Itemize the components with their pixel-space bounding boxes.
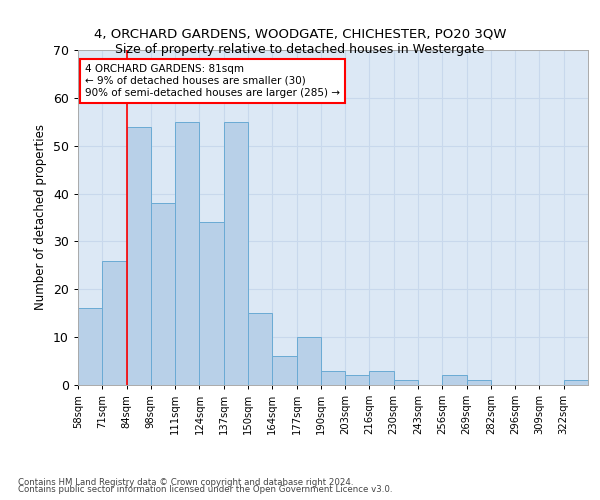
Text: Size of property relative to detached houses in Westergate: Size of property relative to detached ho…	[115, 42, 485, 56]
Bar	[321, 370, 345, 385]
Bar	[272, 356, 296, 385]
Bar	[102, 260, 127, 385]
Text: 4 ORCHARD GARDENS: 81sqm
← 9% of detached houses are smaller (30)
90% of semi-de: 4 ORCHARD GARDENS: 81sqm ← 9% of detache…	[85, 64, 340, 98]
Bar	[467, 380, 491, 385]
Bar	[370, 370, 394, 385]
Text: 4, ORCHARD GARDENS, WOODGATE, CHICHESTER, PO20 3QW: 4, ORCHARD GARDENS, WOODGATE, CHICHESTER…	[94, 28, 506, 40]
Bar	[394, 380, 418, 385]
Bar	[442, 376, 467, 385]
Bar	[78, 308, 102, 385]
Bar	[151, 203, 175, 385]
Y-axis label: Number of detached properties: Number of detached properties	[34, 124, 47, 310]
Text: Contains HM Land Registry data © Crown copyright and database right 2024.: Contains HM Land Registry data © Crown c…	[18, 478, 353, 487]
Bar	[345, 376, 370, 385]
Bar	[127, 126, 151, 385]
Bar	[296, 337, 321, 385]
Text: Contains public sector information licensed under the Open Government Licence v3: Contains public sector information licen…	[18, 486, 392, 494]
Bar	[199, 222, 224, 385]
Bar	[224, 122, 248, 385]
Bar	[175, 122, 199, 385]
Bar	[564, 380, 588, 385]
Bar	[248, 313, 272, 385]
